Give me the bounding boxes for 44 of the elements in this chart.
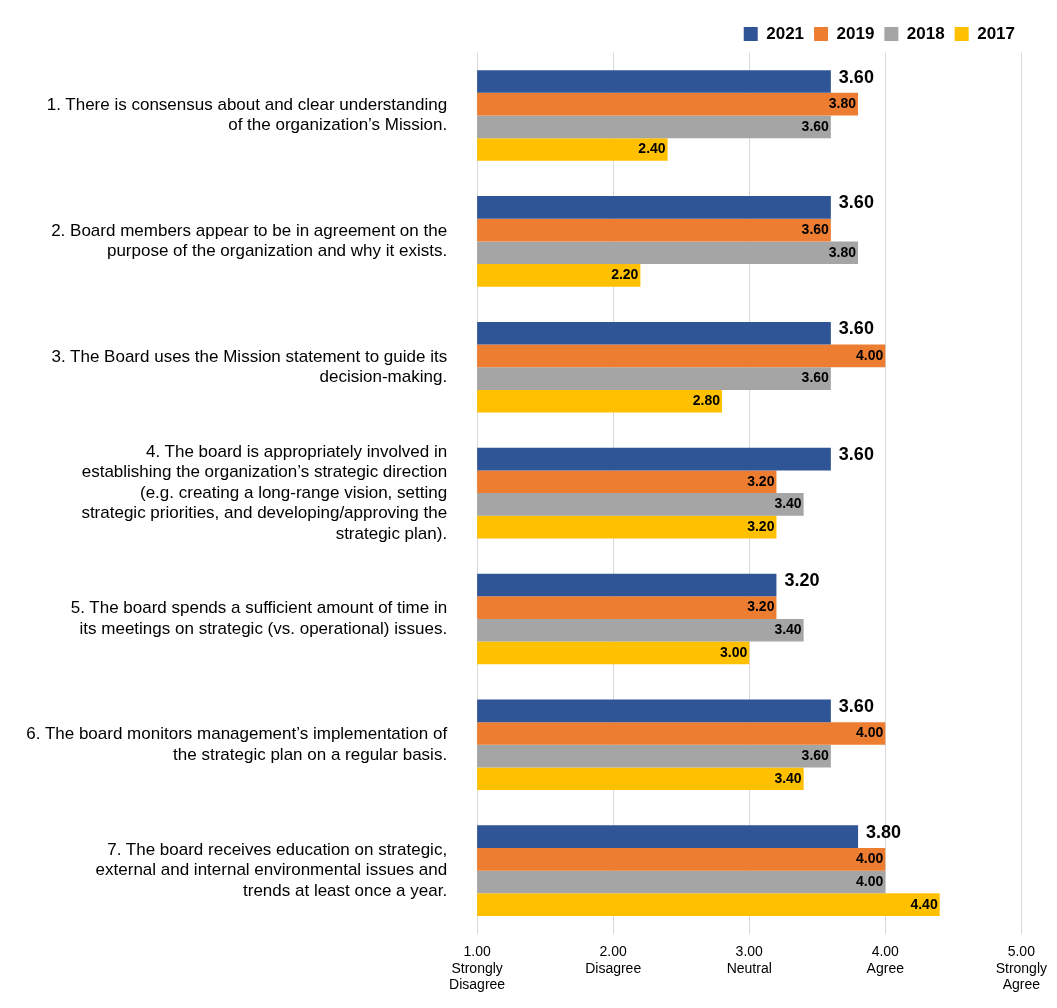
data-label: 3.20 — [747, 598, 775, 615]
data-label: 3.60 — [838, 695, 874, 716]
data-label: 4.40 — [910, 895, 938, 912]
y-tick-label: 6. The board monitors management’s implementation of the strategic plan on a regular basis. — [26, 724, 448, 764]
legend-label: 2018 — [906, 23, 945, 43]
data-label: 4.00 — [856, 872, 884, 889]
y-tick-label: 2. Board members appear to be in agreement on the purpose of the organization and why it exists. — [51, 220, 448, 261]
data-label: 4.00 — [856, 724, 884, 741]
data-label: 3.80 — [828, 243, 857, 260]
y-tick-label: 5. The board spends a sufficient amount of time in its meetings on strategic (vs. operational) issues. — [70, 598, 448, 638]
x-tick-label: 4.00 Agree — [866, 942, 905, 976]
data-label: 3.60 — [801, 747, 830, 763]
legend-label: 2021 — [766, 23, 805, 43]
data-label: 3.40 — [774, 769, 802, 786]
data-label: 3.40 — [774, 495, 802, 512]
data-label: 3.60 — [838, 318, 874, 339]
data-label: 3.60 — [838, 66, 874, 87]
data-label: 3.60 — [801, 117, 830, 134]
data-label: 3.80 — [828, 95, 857, 112]
data-label: 3.60 — [838, 444, 874, 465]
data-label: 3.60 — [838, 192, 874, 213]
data-label: 3.80 — [866, 821, 902, 842]
x-tick-label: 2.00 Disagree — [585, 942, 642, 976]
x-tick-label: 1.00 Strongly Disagree — [449, 942, 506, 993]
data-label: 4.00 — [856, 346, 884, 363]
data-label: 3.20 — [784, 569, 820, 590]
y-tick-label: 1. There is consensus about and clear understanding of the organization’s Mission. — [46, 95, 448, 135]
data-label: 2.80 — [692, 392, 721, 409]
data-label: 3.40 — [774, 621, 802, 638]
legend-label: 2019 — [836, 23, 875, 43]
legend-label: 2017 — [977, 23, 1016, 43]
data-label: 3.60 — [801, 369, 830, 386]
data-label: 3.00 — [719, 643, 748, 660]
data-label: 2.20 — [611, 266, 639, 283]
data-label: 4.00 — [856, 850, 884, 867]
data-label: 3.20 — [747, 517, 775, 534]
data-label: 3.20 — [747, 472, 775, 489]
y-tick-label: 3. The Board uses the Mission statement to guide its decision-making. — [51, 346, 448, 387]
data-label: 3.60 — [801, 220, 830, 237]
y-tick-label: 7. The board receives education on strategic, external and internal environmental issues and trends at least once a year. — [95, 839, 448, 900]
x-tick-label: 5.00 Strongly Agree — [995, 942, 1047, 993]
data-label: 2.40 — [638, 140, 666, 157]
y-tick-label: 4. The board is appropriately involved in establishing the organization’s strategic direction (e.g. creating a long-range vision, setting strategic priorities, and developing/approving the strategic plan). — [81, 441, 448, 543]
x-tick-label: 3.00 Neutral — [726, 942, 772, 976]
